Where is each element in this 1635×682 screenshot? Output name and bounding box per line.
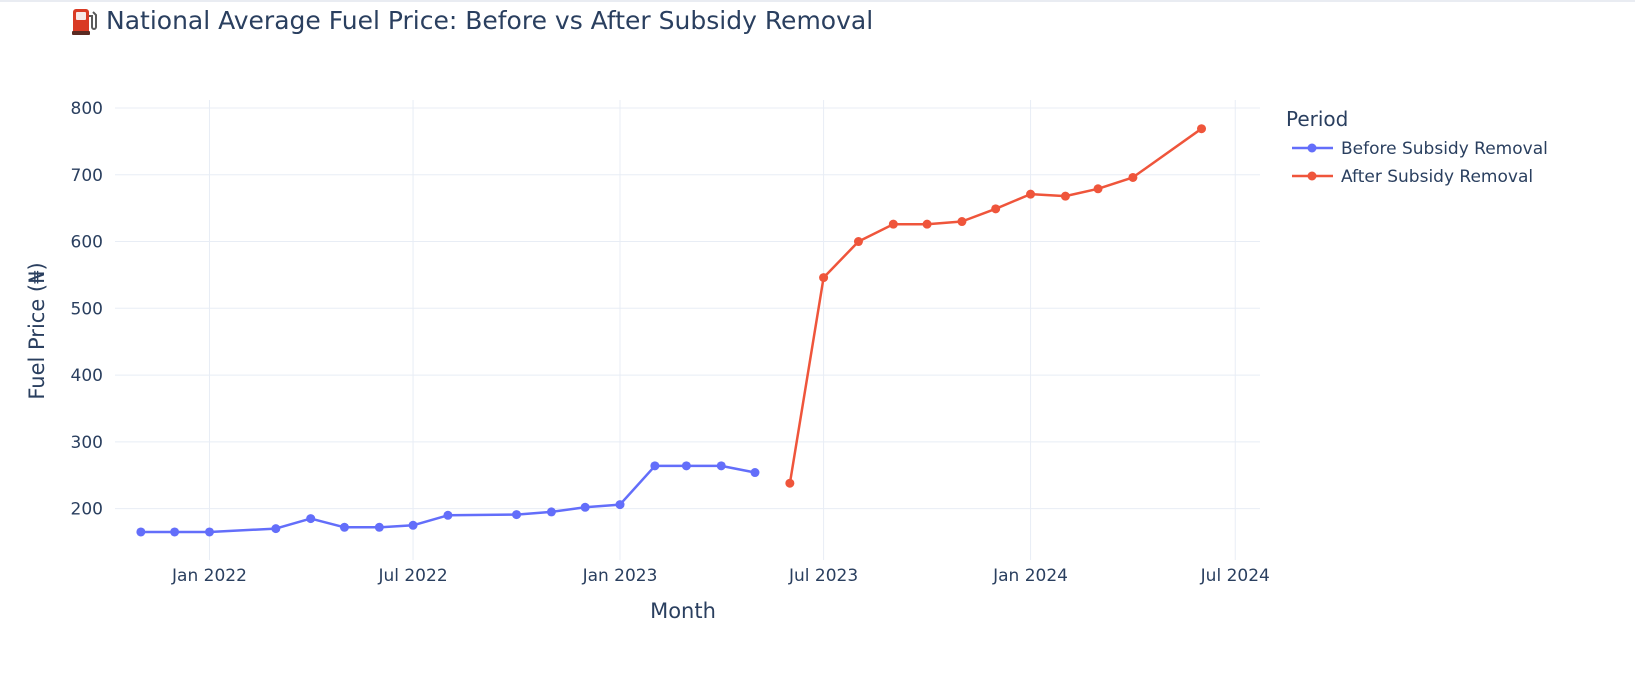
series-layer (136, 124, 1207, 537)
data-point (1060, 191, 1070, 201)
data-point (1197, 124, 1207, 134)
x-gridlines (208, 100, 1236, 560)
data-point (306, 514, 316, 524)
x-axis-title: Month (650, 599, 716, 623)
legend-label: After Subsidy Removal (1341, 167, 1533, 187)
legend-item: After Subsidy Removal (1292, 167, 1533, 187)
series-line (788, 127, 1203, 484)
x-tick-label: Jul 2024 (1200, 566, 1270, 586)
data-point (204, 527, 214, 537)
data-point (785, 478, 795, 488)
data-point (374, 522, 384, 532)
chart-title: National Average Fuel Price: Before vs A… (106, 6, 873, 35)
legend: Period Before Subsidy Removal After Subsi… (1286, 107, 1548, 187)
data-point (339, 522, 349, 532)
data-point (546, 507, 556, 517)
data-point (443, 510, 453, 520)
legend-label: Before Subsidy Removal (1341, 139, 1548, 159)
data-point (716, 461, 726, 471)
legend-swatch-marker (1307, 171, 1317, 181)
data-point (512, 510, 522, 520)
top-border (0, 0, 1635, 2)
x-tick-label: Jan 2023 (582, 566, 658, 586)
data-point (580, 502, 590, 512)
legend-swatch-marker (1307, 143, 1317, 153)
data-point (957, 217, 967, 227)
y-tick-label: 300 (71, 433, 103, 453)
data-point (650, 461, 660, 471)
data-point (170, 527, 180, 537)
data-point (681, 461, 691, 471)
y-gridlines (115, 107, 1260, 510)
data-point (271, 524, 281, 534)
series-1 (785, 124, 1207, 488)
data-point (136, 527, 146, 537)
y-tick-label: 200 (71, 500, 103, 520)
y-tick-label: 800 (71, 99, 103, 119)
y-tick-label: 400 (71, 366, 103, 386)
x-tick-label: Jul 2023 (788, 566, 858, 586)
data-point (819, 273, 829, 283)
data-point (1026, 189, 1036, 199)
y-tick-label: 700 (71, 166, 103, 186)
data-point (1128, 172, 1138, 182)
legend-title: Period (1286, 107, 1348, 131)
data-point (991, 204, 1001, 214)
data-point (853, 237, 863, 247)
legend-item: Before Subsidy Removal (1292, 139, 1548, 159)
data-point (750, 468, 760, 478)
y-axis-title: Fuel Price (₦) (25, 262, 49, 399)
chart-title-group: National Average Fuel Price: Before vs A… (72, 6, 873, 35)
x-tick-label: Jan 2022 (171, 566, 247, 586)
data-point (408, 520, 418, 530)
data-point (615, 500, 625, 510)
x-tick-label: Jul 2022 (377, 566, 447, 586)
y-tick-label: 600 (71, 233, 103, 253)
fuel-pump-icon (72, 9, 97, 35)
data-point (922, 219, 932, 229)
y-tick-label: 500 (71, 299, 103, 319)
x-tick-label: Jan 2024 (992, 566, 1068, 586)
y-tick-labels: 200 300 400 500 600 700 800 (71, 99, 103, 520)
data-point (1093, 184, 1103, 194)
x-tick-labels: Jan 2022 Jul 2022 Jan 2023 Jul 2023 Jan 2024… (171, 566, 1270, 586)
series-line (140, 464, 756, 534)
series-0 (136, 461, 760, 537)
data-point (888, 219, 898, 229)
